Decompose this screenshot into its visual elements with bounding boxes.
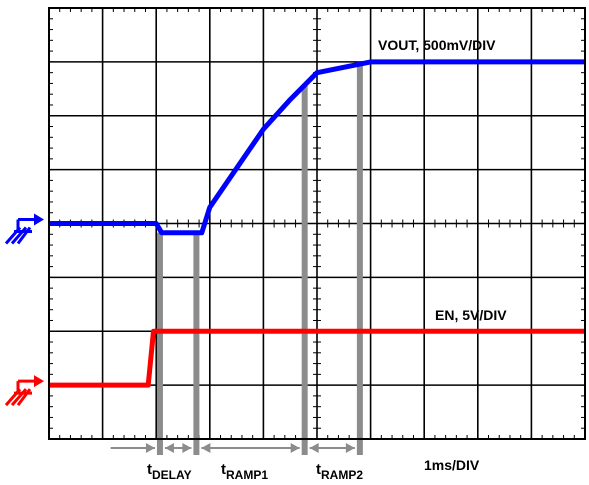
vout-trace [49, 59, 585, 236]
arrowhead [290, 443, 300, 453]
marker-label: tRAMP1 [221, 461, 268, 482]
interval-arrows [110, 443, 355, 453]
en-label: EN, 5V/DIV [435, 307, 507, 323]
vout-label: VOUT, 500mV/DIV [378, 37, 496, 53]
marker-label: tDELAY [147, 461, 192, 482]
ground-markers [4, 213, 44, 407]
traces [49, 59, 585, 388]
marker-label: tRAMP2 [316, 461, 363, 482]
ground-icon [4, 213, 44, 245]
ground-icon [4, 375, 44, 407]
arrowhead [145, 443, 155, 453]
timing-markers [156, 61, 363, 455]
plot-border [48, 7, 586, 440]
marker-labels: tDELAY tRAMP1 tRAMP2 [147, 461, 363, 482]
timebase-label: 1ms/DIV [424, 457, 480, 473]
arrowhead [164, 443, 174, 453]
en-trace [49, 328, 585, 388]
arrowhead [345, 443, 355, 453]
arrowhead [309, 443, 319, 453]
arrowhead [201, 443, 211, 453]
arrowhead [182, 443, 192, 453]
